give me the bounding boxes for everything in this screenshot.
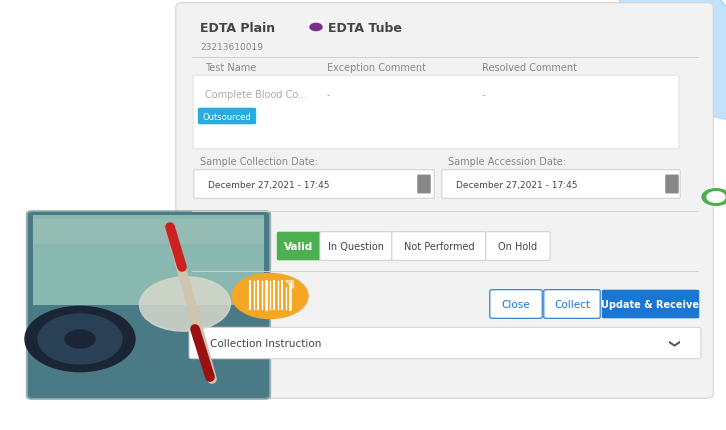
FancyBboxPatch shape (417, 175, 431, 194)
FancyBboxPatch shape (665, 175, 679, 194)
Text: Update & Receive: Update & Receive (601, 299, 699, 309)
Circle shape (38, 314, 122, 364)
FancyBboxPatch shape (189, 328, 701, 359)
Text: Outsourced: Outsourced (203, 112, 251, 121)
FancyBboxPatch shape (33, 215, 264, 305)
Text: Test Name: Test Name (205, 63, 256, 73)
Circle shape (25, 307, 135, 372)
FancyBboxPatch shape (194, 170, 434, 199)
Text: -: - (482, 90, 486, 100)
Ellipse shape (619, 0, 726, 120)
FancyBboxPatch shape (602, 290, 699, 319)
FancyBboxPatch shape (28, 212, 269, 398)
Circle shape (232, 274, 308, 319)
Text: On Hold: On Hold (499, 241, 537, 252)
Polygon shape (285, 280, 293, 289)
Circle shape (702, 189, 726, 206)
Text: Valid: Valid (285, 241, 314, 252)
FancyBboxPatch shape (442, 170, 680, 199)
Circle shape (707, 192, 725, 203)
Text: Close: Close (502, 299, 530, 309)
Circle shape (65, 330, 95, 348)
Text: 23213610019: 23213610019 (200, 43, 263, 51)
Text: In Question: In Question (328, 241, 384, 252)
Polygon shape (284, 280, 293, 289)
FancyBboxPatch shape (277, 232, 321, 261)
FancyBboxPatch shape (320, 232, 392, 261)
FancyBboxPatch shape (392, 232, 486, 261)
FancyBboxPatch shape (176, 4, 713, 398)
Text: Sample Collection Date:: Sample Collection Date: (200, 157, 318, 166)
FancyBboxPatch shape (26, 211, 271, 399)
Text: EDTA Tube: EDTA Tube (328, 22, 402, 34)
Text: EDTA Plain: EDTA Plain (200, 22, 275, 34)
FancyBboxPatch shape (33, 219, 264, 244)
Circle shape (701, 189, 726, 206)
Text: Resolved Comment: Resolved Comment (482, 63, 577, 73)
FancyBboxPatch shape (490, 290, 542, 319)
Text: December 27,2021 - 17:45: December 27,2021 - 17:45 (208, 180, 330, 189)
Text: Exception Comment: Exception Comment (327, 63, 426, 73)
FancyBboxPatch shape (486, 232, 550, 261)
Ellipse shape (139, 277, 231, 332)
Text: -: - (327, 90, 330, 100)
FancyBboxPatch shape (544, 290, 600, 319)
Text: Sample Accession Date:: Sample Accession Date: (448, 157, 566, 166)
Text: Not Performed: Not Performed (404, 241, 474, 252)
FancyBboxPatch shape (197, 108, 256, 125)
Text: ❯: ❯ (666, 338, 677, 348)
Text: December 27,2021 - 17:45: December 27,2021 - 17:45 (456, 180, 577, 189)
Text: Collect: Collect (554, 299, 590, 309)
FancyBboxPatch shape (193, 76, 679, 149)
Text: Complete Blood Co...: Complete Blood Co... (205, 90, 307, 100)
Circle shape (310, 25, 322, 31)
Text: Collection Instruction: Collection Instruction (210, 338, 322, 348)
